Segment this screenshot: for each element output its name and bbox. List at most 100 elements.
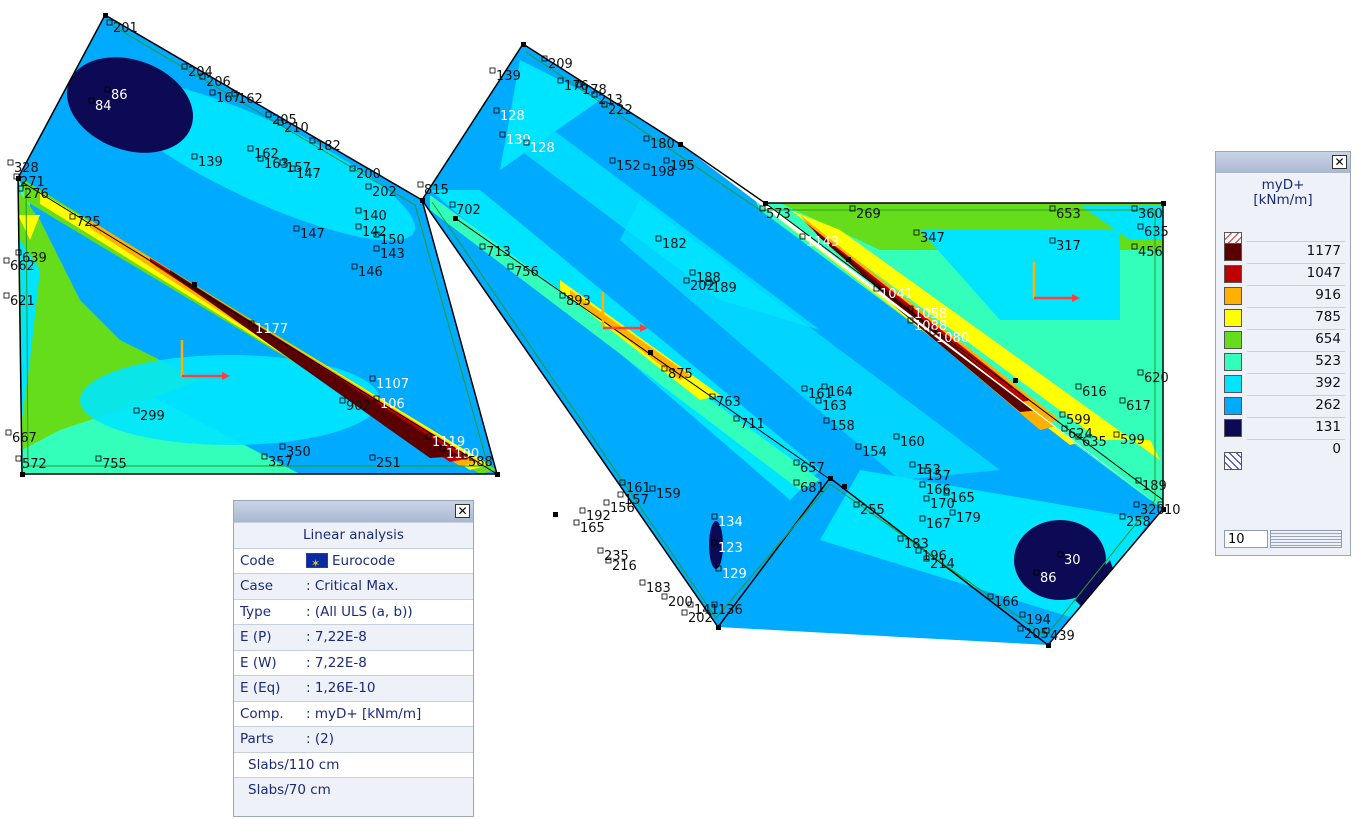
value-label: 357 — [268, 455, 293, 470]
node-marker — [849, 205, 856, 212]
node-marker — [689, 269, 696, 276]
value-label: 1190 — [446, 447, 479, 462]
info-heading: Linear analysis — [234, 522, 473, 548]
hatch-icon — [1224, 452, 1242, 470]
value-label: 621 — [10, 294, 35, 309]
close-icon[interactable]: ✕ — [1332, 155, 1347, 169]
value-label: 198 — [650, 165, 675, 180]
legend-divider — [1247, 373, 1345, 374]
close-icon[interactable]: ✕ — [455, 504, 470, 518]
node-marker — [493, 107, 500, 114]
legend-value: 785 — [1315, 309, 1341, 325]
info-titlebar[interactable]: ✕ — [234, 501, 473, 522]
value-label: 599 — [1120, 433, 1145, 448]
value-label: 616 — [1082, 385, 1107, 400]
value-label: 456 — [1138, 245, 1163, 260]
node-marker — [661, 593, 668, 600]
node-marker — [3, 257, 10, 264]
analysis-info-window[interactable]: ✕ Linear analysis Code Eurocode Case: Cri… — [233, 500, 474, 817]
node-marker — [1061, 425, 1068, 432]
value-label: 182 — [662, 237, 687, 252]
value-label: 206 — [206, 75, 231, 90]
value-label: 204 — [188, 65, 213, 80]
value-label: 210 — [284, 121, 309, 136]
value-label: 624 — [1068, 427, 1093, 442]
legend-level: 1177 — [1221, 241, 1345, 263]
info-row-type: Type: (All ULS (a, b)) — [234, 598, 473, 624]
node-marker — [417, 181, 424, 188]
level-count-slider[interactable] — [1270, 530, 1342, 548]
part-item[interactable]: Slabs/70 cm — [234, 777, 473, 803]
node-marker — [801, 385, 808, 392]
value-label: 328 — [14, 161, 39, 176]
node-marker — [1137, 369, 1144, 376]
color-legend-window[interactable]: ✕ myD+ [kNm/m] 1177 1047 916 785 654 523 392 26… — [1215, 151, 1351, 556]
node-marker — [919, 481, 926, 488]
value-label: 195 — [670, 159, 695, 174]
part-item[interactable]: Slabs/110 cm — [234, 751, 473, 777]
level-count-input[interactable]: 10 — [1224, 530, 1268, 548]
node-marker — [821, 383, 828, 390]
value-label: 667 — [12, 431, 37, 446]
value-label: 163 — [822, 399, 847, 414]
node-marker — [1033, 569, 1040, 576]
value-label: 170 — [930, 497, 955, 512]
node-marker — [949, 509, 956, 516]
node-marker — [133, 407, 140, 414]
legend-divider — [1247, 307, 1345, 308]
info-key: Comp. — [240, 705, 284, 722]
node-marker — [705, 279, 712, 286]
node-marker — [95, 455, 102, 462]
value-label: 157 — [926, 469, 951, 484]
value-label: 653 — [1056, 207, 1081, 222]
value-label: 164 — [828, 385, 853, 400]
value-label: 299 — [140, 409, 165, 424]
value-label: 10 — [1164, 503, 1181, 518]
value-label: 165 — [580, 521, 605, 536]
value-label: 347 — [920, 231, 945, 246]
value-label: 180 — [650, 137, 675, 152]
value-label: 147 — [296, 167, 321, 182]
value-label: 205 — [1024, 627, 1049, 642]
value-label: 146 — [358, 265, 383, 280]
node-marker — [247, 145, 254, 152]
node-marker — [351, 263, 358, 270]
legend-divider — [1247, 263, 1345, 264]
value-label: 183 — [646, 581, 671, 596]
value-label: 271 — [20, 175, 45, 190]
node-marker — [603, 499, 610, 506]
legend-swatch — [1224, 375, 1242, 393]
value-label: 150 — [380, 233, 405, 248]
node-marker — [289, 165, 296, 172]
value-label: 439 — [1050, 629, 1075, 644]
node-marker — [355, 223, 362, 230]
node-marker — [1135, 477, 1142, 484]
node-marker — [709, 393, 716, 400]
node-marker — [799, 233, 806, 240]
node-marker — [759, 205, 766, 212]
legend-titlebar[interactable]: ✕ — [1216, 152, 1350, 173]
value-label: 152 — [616, 159, 641, 174]
node-marker — [5, 429, 12, 436]
node-marker — [575, 81, 582, 88]
value-label: 588 — [468, 455, 493, 470]
value-label: 188 — [696, 271, 721, 286]
value-label: 162 — [238, 92, 263, 107]
value-label: 711 — [740, 417, 765, 432]
node-marker — [793, 479, 800, 486]
value-label: 166 — [994, 595, 1019, 610]
legend-swatch — [1224, 243, 1242, 261]
legend-level: 523 — [1221, 351, 1345, 373]
value-label: 572 — [22, 457, 47, 472]
node-marker — [373, 231, 380, 238]
value-label: 179 — [956, 511, 981, 526]
info-key: E (Eq) — [240, 680, 281, 696]
value-label: 106 — [380, 397, 405, 412]
value-label: 681 — [800, 481, 825, 496]
node-marker — [1059, 411, 1066, 418]
legend-value: 523 — [1315, 353, 1341, 369]
node-marker — [231, 90, 238, 97]
node-marker — [815, 397, 822, 404]
value-label: 620 — [1144, 371, 1169, 386]
